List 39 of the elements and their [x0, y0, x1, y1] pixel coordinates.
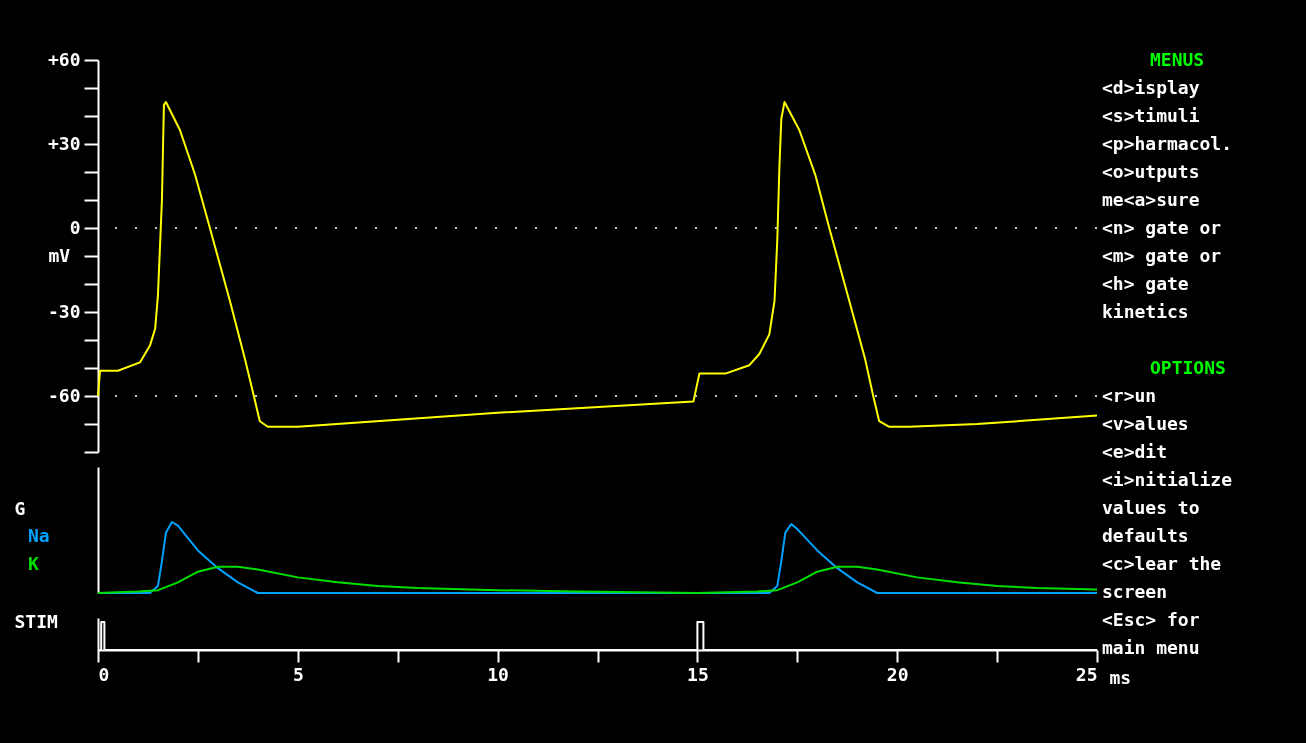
- text: <d>isplay: [1102, 76, 1201, 100]
- y-tick-label: 0: [69, 216, 81, 238]
- y-tick-label: -60: [47, 384, 81, 406]
- text: <v>alues: [1102, 412, 1190, 436]
- y-axis-title: G: [14, 497, 26, 519]
- text: values to: [1102, 496, 1201, 520]
- text: <o>utputs: [1102, 160, 1201, 184]
- text: kinetics: [1102, 300, 1190, 324]
- y-axis-title: mV: [48, 244, 71, 266]
- text: defaults: [1102, 524, 1190, 548]
- x-tick-label: 20: [886, 663, 909, 685]
- text: <i>nitialize: [1102, 468, 1233, 492]
- x-tick-label: 0: [98, 663, 110, 685]
- y-tick-label: -30: [47, 300, 81, 322]
- x-tick-label: 5: [292, 663, 304, 685]
- text: MENUS: [1149, 48, 1206, 72]
- x-axis-title: ms: [1109, 666, 1132, 688]
- x-tick-label: 25: [1075, 663, 1098, 685]
- text: <p>harmacol.: [1102, 132, 1233, 156]
- text: <h> gate: [1102, 272, 1190, 296]
- text: <r>un: [1102, 384, 1158, 408]
- x-tick-label: 10: [487, 663, 509, 685]
- text: main menu: [1102, 636, 1201, 660]
- y-tick-label: +30: [47, 132, 81, 154]
- text: <m> gate or: [1102, 244, 1223, 268]
- text: <c>lear the: [1102, 552, 1223, 576]
- text: me<a>sure: [1102, 188, 1201, 212]
- text: K: [28, 553, 39, 574]
- x-tick-label: 15: [687, 663, 709, 685]
- y-axis-title: STIM: [14, 610, 59, 632]
- line-series: [97, 101, 1098, 428]
- text: Na: [28, 525, 50, 546]
- text: <s>timuli: [1102, 104, 1201, 128]
- text: screen: [1102, 580, 1169, 604]
- text: <n> gate or: [1102, 216, 1223, 240]
- text: <Esc> for: [1102, 608, 1201, 632]
- text: OPTIONS: [1149, 356, 1227, 380]
- y-tick-label: +60: [47, 48, 81, 70]
- text: <e>dit: [1102, 440, 1169, 464]
